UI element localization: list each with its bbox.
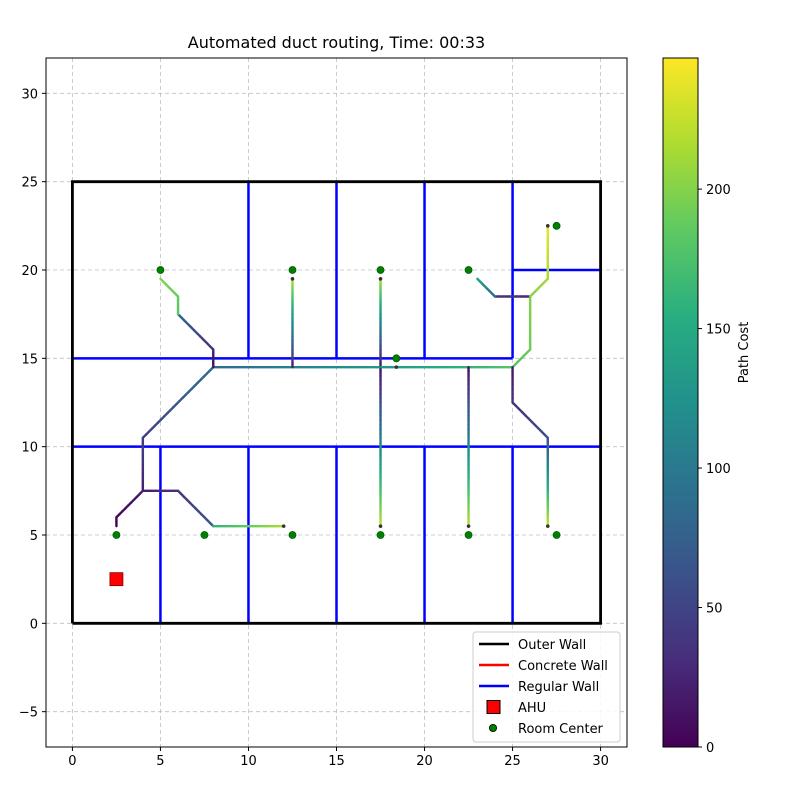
duct-paths-layer	[115, 224, 549, 528]
room-center-marker	[112, 531, 121, 539]
colorbar-tick-label: 50	[706, 602, 723, 617]
room-center-marker	[376, 531, 385, 539]
duct-segment	[476, 277, 482, 283]
y-tick-label: 20	[21, 264, 38, 279]
y-tick-label: 5	[30, 529, 38, 544]
y-tick-label: −5	[19, 706, 38, 721]
path-end-point	[545, 224, 550, 228]
y-tick-label: 15	[21, 352, 38, 367]
legend-label: Room Center	[518, 722, 604, 737]
duct-path	[159, 277, 180, 316]
x-tick-label: 5	[156, 754, 164, 769]
y-tick-label: 25	[21, 176, 38, 191]
room-center-marker	[288, 266, 297, 274]
chart-title: Automated duct routing, Time: 00:33	[188, 33, 485, 52]
path-end-point	[378, 277, 383, 281]
legend-square-swatch	[486, 700, 501, 714]
legend-box	[472, 631, 621, 743]
legend-circle-swatch	[488, 724, 497, 733]
colorbar-tick-label: 150	[706, 323, 731, 338]
legend-label: AHU	[518, 701, 546, 716]
legend-label: Regular Wall	[518, 680, 599, 695]
room-center-marker	[200, 531, 209, 539]
x-tick-label: 25	[504, 754, 521, 769]
room-center-marker	[376, 266, 385, 274]
markers-layer	[109, 221, 561, 587]
room-center-marker	[288, 531, 297, 539]
colorbar-tick-label: 0	[706, 741, 714, 756]
duct-segment	[159, 277, 165, 283]
room-center-marker	[156, 266, 165, 274]
duct-path	[176, 489, 215, 528]
room-center-marker	[464, 266, 473, 274]
legend-label: Concrete Wall	[518, 659, 608, 674]
axis-ticks: 0 5 10 15 20 25 30 −5 0 5 10 15 20 25 30	[19, 87, 609, 769]
x-tick-label: 0	[68, 754, 76, 769]
duct-path	[115, 489, 145, 528]
path-end-point	[378, 524, 383, 528]
room-center-marker	[552, 221, 561, 230]
duct-path	[528, 224, 549, 298]
y-tick-label: 30	[21, 87, 38, 102]
ahu-marker	[109, 572, 124, 587]
colorbar-gradient	[662, 57, 699, 748]
path-end-point	[281, 524, 286, 528]
path-end-point	[394, 365, 399, 369]
colorbar: 0 50 100 150 200 Path Cost	[662, 57, 752, 756]
duct-path	[176, 312, 215, 351]
y-tick-label: 0	[30, 617, 38, 632]
x-tick-label: 10	[240, 754, 257, 769]
y-tick-label: 10	[21, 441, 38, 456]
colorbar-tick-label: 100	[706, 462, 731, 477]
x-tick-label: 20	[416, 754, 433, 769]
outer-wall	[71, 180, 602, 625]
colorbar-tick-label: 200	[706, 183, 731, 198]
x-tick-label: 15	[328, 754, 345, 769]
path-end-point	[466, 524, 471, 528]
duct-path	[476, 277, 497, 298]
room-center-marker	[392, 354, 401, 363]
duct-path	[511, 365, 549, 440]
path-end-point	[545, 524, 550, 528]
room-center-marker	[552, 531, 561, 539]
room-center-marker	[464, 531, 473, 539]
legend-label: Outer Wall	[518, 638, 586, 653]
duct-path	[141, 365, 215, 440]
x-tick-label: 30	[592, 754, 609, 769]
legend: Outer Wall Concrete Wall Regular Wall AHU Ro…	[472, 631, 621, 743]
colorbar-label: Path Cost	[737, 322, 752, 384]
path-end-point	[290, 277, 295, 281]
